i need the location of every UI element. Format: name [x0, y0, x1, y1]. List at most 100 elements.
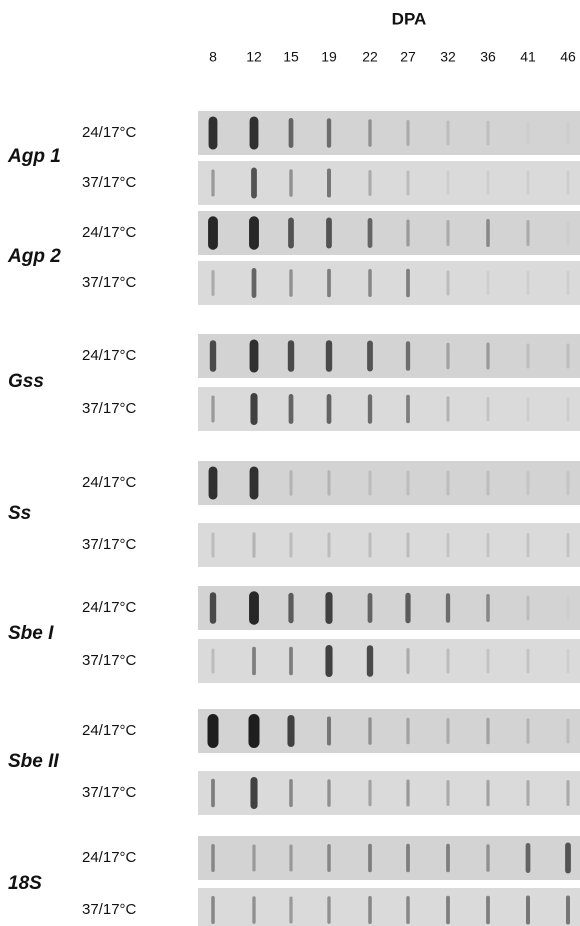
- band: [486, 343, 489, 370]
- band: [368, 394, 372, 424]
- lane-label: 36: [480, 49, 496, 65]
- band: [326, 218, 332, 249]
- band: [327, 169, 331, 198]
- gene-label: Agp 2: [7, 246, 61, 267]
- band: [567, 121, 570, 145]
- band: [406, 844, 410, 873]
- band: [406, 533, 409, 558]
- band: [211, 270, 214, 296]
- band: [327, 394, 332, 424]
- band: [211, 649, 214, 674]
- band: [446, 343, 449, 370]
- band: [211, 396, 214, 423]
- gene-label: Agp 1: [7, 146, 61, 167]
- band: [406, 269, 410, 298]
- band: [288, 340, 294, 372]
- lane-label: 19: [321, 49, 337, 65]
- band: [250, 393, 257, 425]
- band: [486, 718, 489, 745]
- band: [327, 844, 331, 872]
- band: [486, 896, 490, 925]
- band: [252, 896, 255, 924]
- band: [446, 271, 449, 296]
- band: [208, 216, 218, 250]
- band: [566, 896, 570, 925]
- band: [252, 268, 257, 298]
- lane-label: 41: [520, 49, 536, 65]
- band: [326, 340, 332, 372]
- band: [446, 593, 450, 623]
- band: [406, 171, 409, 196]
- band: [250, 467, 259, 500]
- band: [406, 718, 409, 745]
- gene-label: Gss: [8, 371, 44, 392]
- band: [526, 718, 529, 744]
- band: [208, 714, 219, 748]
- band: [447, 171, 450, 195]
- condition-label: 24/17°C: [82, 124, 137, 141]
- band: [325, 645, 332, 677]
- band: [567, 649, 570, 673]
- condition-label: 24/17°C: [82, 474, 137, 491]
- condition-label: 24/17°C: [82, 224, 137, 241]
- band: [446, 896, 450, 925]
- condition-label: 24/17°C: [82, 347, 137, 364]
- gene-label: Ss: [8, 503, 31, 524]
- band: [526, 780, 529, 806]
- band: [249, 591, 259, 625]
- lane-label: 46: [560, 49, 576, 65]
- band: [566, 780, 569, 806]
- band: [289, 470, 292, 496]
- figure: DPA 8121519222732364146Agp 124/17°C37/17…: [0, 0, 580, 926]
- band: [249, 714, 260, 748]
- band: [526, 533, 529, 558]
- band: [486, 219, 490, 247]
- band: [526, 843, 531, 873]
- band: [210, 592, 216, 624]
- band: [368, 170, 371, 196]
- band: [327, 717, 331, 746]
- band: [368, 717, 371, 745]
- lane-label: 27: [400, 49, 416, 65]
- band: [368, 593, 373, 623]
- band: [289, 118, 294, 148]
- band: [289, 533, 292, 558]
- band: [487, 171, 490, 195]
- band: [406, 648, 409, 674]
- condition-label: 37/17°C: [82, 536, 137, 553]
- condition-label: 37/17°C: [82, 174, 137, 191]
- lane-label: 15: [283, 49, 299, 65]
- band: [446, 121, 449, 146]
- band: [486, 121, 489, 146]
- band: [567, 221, 570, 245]
- band: [368, 896, 372, 924]
- band: [446, 220, 449, 246]
- band: [367, 341, 373, 372]
- band: [211, 844, 215, 872]
- lane-label: 32: [440, 49, 456, 65]
- band: [327, 533, 330, 558]
- band: [210, 340, 216, 372]
- band: [526, 344, 529, 369]
- band: [527, 397, 530, 421]
- band: [486, 471, 489, 496]
- band: [526, 220, 529, 246]
- band: [406, 780, 409, 807]
- band: [446, 533, 449, 558]
- condition-label: 24/17°C: [82, 849, 137, 866]
- band: [526, 471, 529, 496]
- band: [567, 596, 570, 620]
- band: [527, 271, 530, 295]
- lane-label: 12: [246, 49, 262, 65]
- band: [250, 117, 259, 150]
- band: [367, 645, 373, 677]
- band: [211, 896, 215, 924]
- condition-label: 37/17°C: [82, 901, 137, 918]
- band: [446, 718, 449, 744]
- band: [368, 218, 373, 248]
- band: [566, 344, 569, 369]
- band: [406, 341, 410, 371]
- band: [567, 171, 570, 195]
- condition-label: 24/17°C: [82, 722, 137, 739]
- band: [209, 117, 218, 150]
